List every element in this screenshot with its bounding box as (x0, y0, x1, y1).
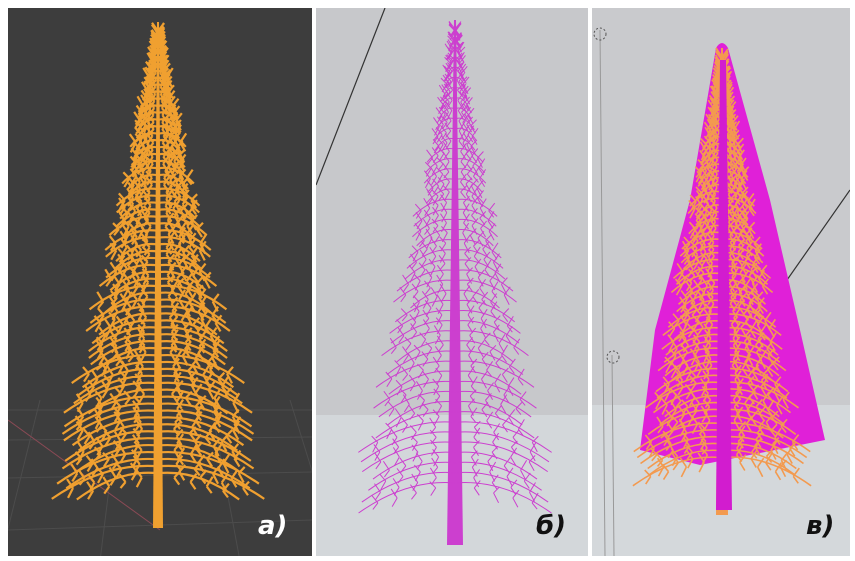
panel-label: б) (536, 511, 566, 541)
panel-c: в) (592, 8, 850, 556)
panel-a: а) (0, 8, 340, 561)
panel-label: в) (806, 511, 834, 541)
panel-b: б) (316, 8, 588, 556)
page: а) б) в) (() => { const data = JSON.pars… (0, 0, 855, 561)
figure: а) б) в) (0, 0, 855, 561)
panel-label: а) (258, 511, 287, 541)
